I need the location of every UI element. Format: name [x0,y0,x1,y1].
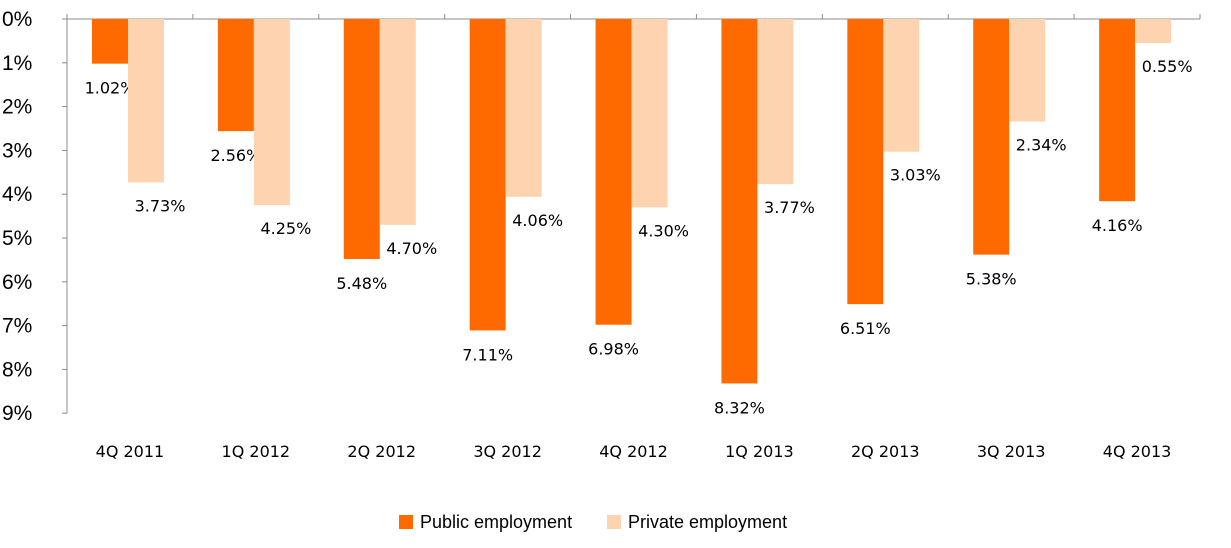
y-tick-label: 3% [2,139,32,162]
legend-swatch [607,515,621,529]
data-label: 1.02% [85,79,136,98]
bar-public [721,19,758,384]
bar-public [973,19,1010,255]
data-label: 5.38% [966,270,1017,289]
y-tick-label: 7% [2,315,32,338]
bar-public [595,19,632,325]
bar-private [128,19,164,183]
bar-private [1009,19,1046,122]
bar-private [1135,19,1172,44]
legend-swatch [399,515,413,529]
data-label: 6.98% [588,340,639,359]
y-tick-label: 1% [2,52,32,75]
data-label: 7.11% [462,345,513,364]
y-tick-label: 8% [2,358,32,381]
x-category-label: 4Q 2013 [1103,442,1172,461]
bar-private [757,19,794,185]
data-label: 4.16% [1092,216,1143,235]
data-label: 5.48% [336,274,387,293]
bar-private [253,19,290,206]
data-label: 4.06% [512,211,563,230]
bar-private [883,19,920,152]
bar-public [1099,19,1136,202]
data-label: 3.03% [890,166,941,185]
data-label: 4.25% [260,219,311,238]
data-label: 3.77% [764,198,815,217]
y-tick-label: 5% [2,227,32,250]
bar-public [847,19,884,305]
x-category-label: 4Q 2012 [599,442,668,461]
data-label: 4.30% [638,221,689,240]
data-label: 3.73% [135,196,186,215]
y-tick-label: 2% [2,96,32,119]
data-label: 2.56% [210,146,261,165]
x-category-label: 4Q 2011 [96,442,165,461]
y-tick-label: 0% [2,8,32,31]
legend: Public employment Private employment [399,512,787,532]
bar-public [469,19,506,331]
data-label: 0.55% [1142,57,1193,76]
x-category-label: 1Q 2012 [222,442,291,461]
y-tick-label: 9% [2,402,32,425]
data-label: 6.51% [840,319,891,338]
bar-private [379,19,416,225]
data-label: 2.34% [1016,135,1067,154]
x-category-label: 2Q 2013 [851,442,920,461]
bar-public [217,19,254,132]
legend-label: Public employment [420,512,572,532]
x-category-label: 1Q 2013 [725,442,794,461]
bar-private [631,19,668,208]
bar-public [92,19,128,64]
data-label: 8.32% [714,398,765,417]
bar-public [343,19,380,260]
x-category-label: 2Q 2012 [347,442,416,461]
y-tick-label: 4% [2,183,32,206]
data-label: 4.70% [386,239,437,258]
x-category-label: 3Q 2013 [977,442,1046,461]
bar-private [505,19,542,197]
x-category-label: 3Q 2012 [473,442,542,461]
legend-label: Private employment [628,512,787,532]
y-tick-label: 6% [2,271,32,294]
